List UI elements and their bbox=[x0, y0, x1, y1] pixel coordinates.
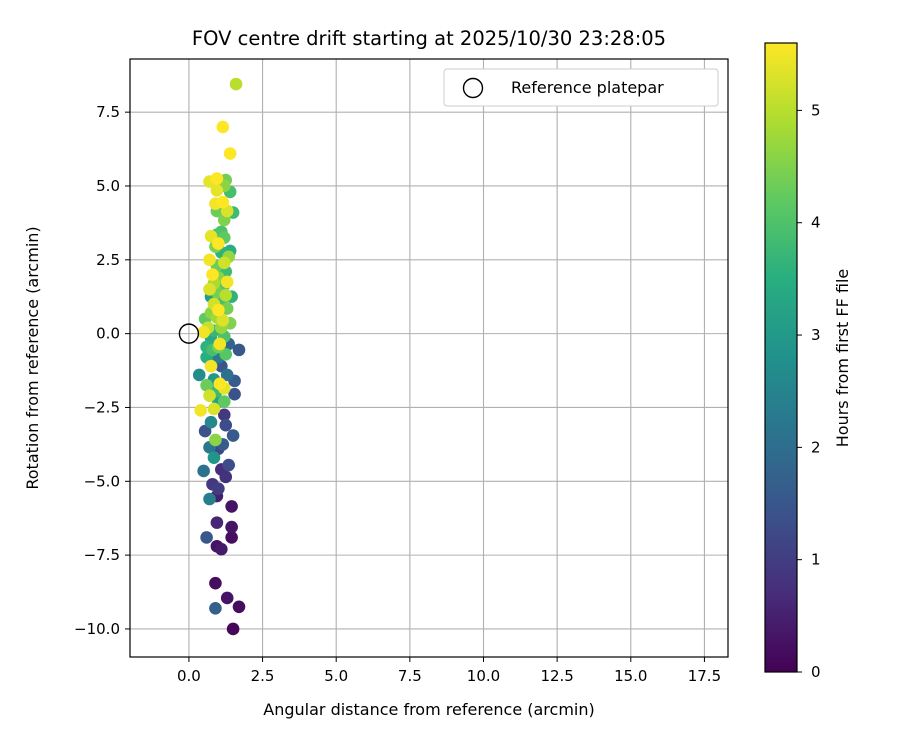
data-point bbox=[216, 314, 230, 327]
data-point bbox=[223, 147, 237, 160]
colorbar-gradient bbox=[764, 42, 798, 673]
data-point bbox=[210, 172, 224, 185]
chart-title: FOV centre drift starting at 2025/10/30 … bbox=[192, 27, 666, 50]
data-point bbox=[197, 325, 210, 339]
data-point bbox=[213, 377, 227, 391]
legend-label: Reference platepar bbox=[511, 78, 664, 97]
data-point bbox=[210, 184, 224, 197]
plot-frame bbox=[129, 58, 729, 658]
data-point bbox=[217, 408, 231, 422]
x-tick-label: 10.0 bbox=[467, 667, 500, 685]
y-tick-label: −7.5 bbox=[84, 546, 120, 564]
y-tick-label: 5.0 bbox=[96, 177, 120, 195]
x-tick-label: 7.5 bbox=[398, 667, 422, 685]
colorbar-tick-label: 1 bbox=[811, 551, 821, 569]
x-tick-label: 5.0 bbox=[324, 667, 348, 685]
data-point bbox=[212, 303, 225, 317]
data-point bbox=[225, 520, 238, 534]
colorbar-tick-label: 4 bbox=[811, 214, 821, 232]
data-point bbox=[229, 77, 243, 91]
data-point bbox=[203, 389, 216, 402]
x-axis-label: Angular distance from reference (arcmin) bbox=[263, 700, 594, 719]
data-point bbox=[232, 343, 246, 357]
data-point bbox=[204, 359, 218, 373]
legend-box bbox=[443, 68, 719, 107]
data-point bbox=[216, 195, 230, 209]
data-point bbox=[219, 288, 233, 302]
data-point bbox=[232, 600, 246, 614]
colorbar-tick-label: 5 bbox=[811, 101, 821, 119]
data-point bbox=[217, 395, 231, 408]
data-point bbox=[200, 531, 213, 544]
legend-marker-icon bbox=[462, 77, 484, 99]
data-point bbox=[219, 418, 233, 432]
data-point bbox=[217, 256, 231, 270]
data-point bbox=[228, 387, 241, 401]
y-tick-label: 0.0 bbox=[96, 325, 120, 343]
x-tick-label: 0.0 bbox=[177, 667, 201, 685]
data-point bbox=[209, 601, 222, 615]
x-axis-ticks: 0.0 2.5 5.0 7.5 10.0 12.5 15.0 17.5 bbox=[177, 657, 721, 685]
reference-marker bbox=[178, 323, 200, 344]
colorbar-tick-label: 3 bbox=[811, 326, 821, 344]
y-axis-label: Rotation from reference (arcmin) bbox=[23, 226, 42, 489]
colorbar-tick-label: 2 bbox=[811, 438, 821, 456]
data-point bbox=[220, 591, 234, 605]
data-point bbox=[213, 337, 227, 351]
data-point bbox=[220, 368, 234, 382]
y-axis-ticks: 7.5 5.0 2.5 0.0 −2.5 −5.0 −7.5 −10.0 bbox=[74, 103, 130, 638]
data-point bbox=[209, 433, 222, 447]
x-tick-label: 15.0 bbox=[614, 667, 647, 685]
data-point bbox=[220, 275, 234, 289]
data-point bbox=[206, 268, 219, 281]
data-point bbox=[197, 464, 210, 478]
data-point bbox=[204, 415, 218, 429]
data-point bbox=[200, 379, 213, 392]
y-tick-label: −10.0 bbox=[74, 620, 120, 638]
data-point bbox=[215, 542, 228, 556]
y-tick-label: 7.5 bbox=[96, 103, 120, 121]
colorbar-label: Hours from first FF file bbox=[833, 269, 852, 448]
data-point bbox=[225, 531, 238, 544]
data-point bbox=[216, 120, 230, 134]
data-point bbox=[203, 253, 216, 267]
colorbar-ticks: 0 1 2 3 4 5 bbox=[797, 101, 821, 681]
data-point bbox=[212, 237, 225, 250]
data-point bbox=[207, 451, 221, 464]
colorbar-tick-label: 0 bbox=[811, 663, 821, 681]
y-tick-label: 2.5 bbox=[96, 251, 120, 269]
data-point bbox=[210, 516, 224, 529]
data-point bbox=[222, 458, 235, 472]
x-tick-label: 2.5 bbox=[251, 667, 275, 685]
legend: Reference platepar bbox=[443, 68, 719, 107]
data-point bbox=[226, 429, 240, 442]
y-tick-label: −2.5 bbox=[84, 398, 120, 416]
data-point bbox=[207, 402, 221, 416]
y-tick-label: −5.0 bbox=[84, 472, 120, 490]
data-point bbox=[212, 482, 225, 495]
x-tick-label: 12.5 bbox=[540, 667, 573, 685]
data-point bbox=[203, 283, 216, 296]
data-points bbox=[192, 77, 246, 636]
data-point bbox=[194, 404, 207, 417]
data-point bbox=[225, 500, 238, 513]
data-point bbox=[203, 492, 216, 506]
x-tick-label: 17.5 bbox=[688, 667, 721, 685]
data-point bbox=[209, 576, 222, 590]
data-point bbox=[219, 470, 233, 484]
data-point bbox=[192, 368, 206, 382]
data-point bbox=[198, 424, 212, 438]
data-point bbox=[226, 622, 240, 636]
colorbar: 0 1 2 3 4 5 Hours from first FF file bbox=[764, 42, 852, 681]
